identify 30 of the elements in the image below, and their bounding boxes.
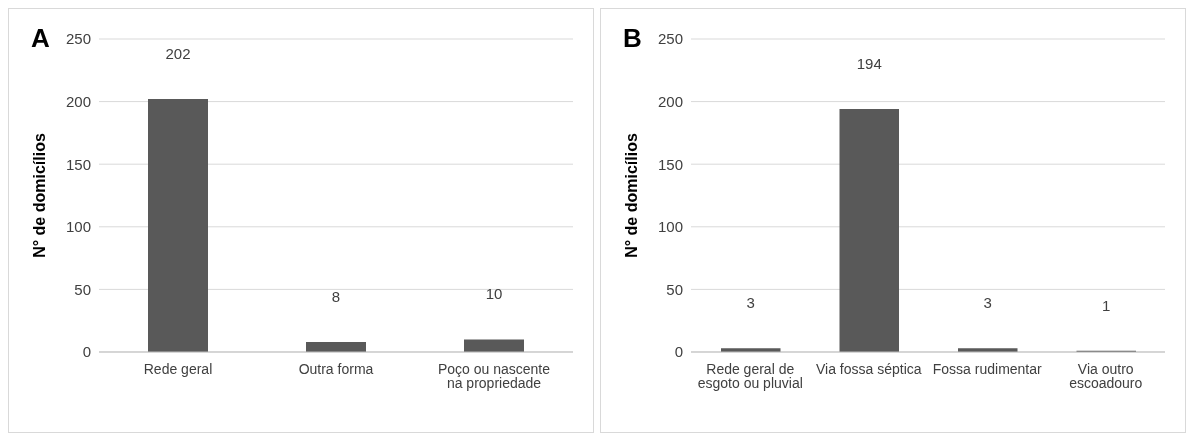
y-axis-title: N° de domicílios	[622, 133, 640, 258]
y-tick-label: 0	[674, 343, 683, 361]
data-label: 194	[856, 55, 882, 73]
data-label: 3	[746, 294, 755, 312]
y-tick-label: 50	[74, 280, 91, 298]
data-label: 10	[485, 285, 503, 303]
y-tick-label: 150	[657, 155, 683, 173]
x-tick-label: Outra forma	[298, 360, 374, 377]
chart-title: A	[31, 23, 50, 54]
y-tick-label: 250	[65, 30, 91, 48]
x-tick-label: Poço ou nascente na propriedade	[437, 360, 551, 391]
x-tick-label: Rede geral de esgoto ou pluvial	[697, 360, 803, 391]
y-tick-label: 150	[65, 155, 91, 173]
data-label: 8	[331, 287, 341, 305]
y-tick-label: 50	[666, 280, 683, 298]
x-tick-label: Rede geral	[143, 360, 213, 377]
y-axis-title: N° de domicílios	[30, 133, 48, 258]
data-label: 3	[983, 294, 992, 312]
data-label: 1	[1102, 296, 1111, 314]
y-tick-label: 0	[82, 343, 91, 361]
y-tick-label: 200	[65, 92, 91, 110]
x-tick-label: Fossa rudimentar	[932, 360, 1043, 377]
x-tick-label: Via fossa séptica	[815, 360, 922, 377]
data-label: 202	[165, 45, 191, 63]
y-tick-label: 200	[657, 92, 683, 110]
y-tick-label: 100	[65, 218, 91, 236]
y-tick-label: 250	[657, 30, 683, 48]
chart-title: B	[623, 23, 642, 54]
x-tick-label: Via outro escoadouro	[1069, 360, 1143, 391]
y-tick-label: 100	[657, 218, 683, 236]
